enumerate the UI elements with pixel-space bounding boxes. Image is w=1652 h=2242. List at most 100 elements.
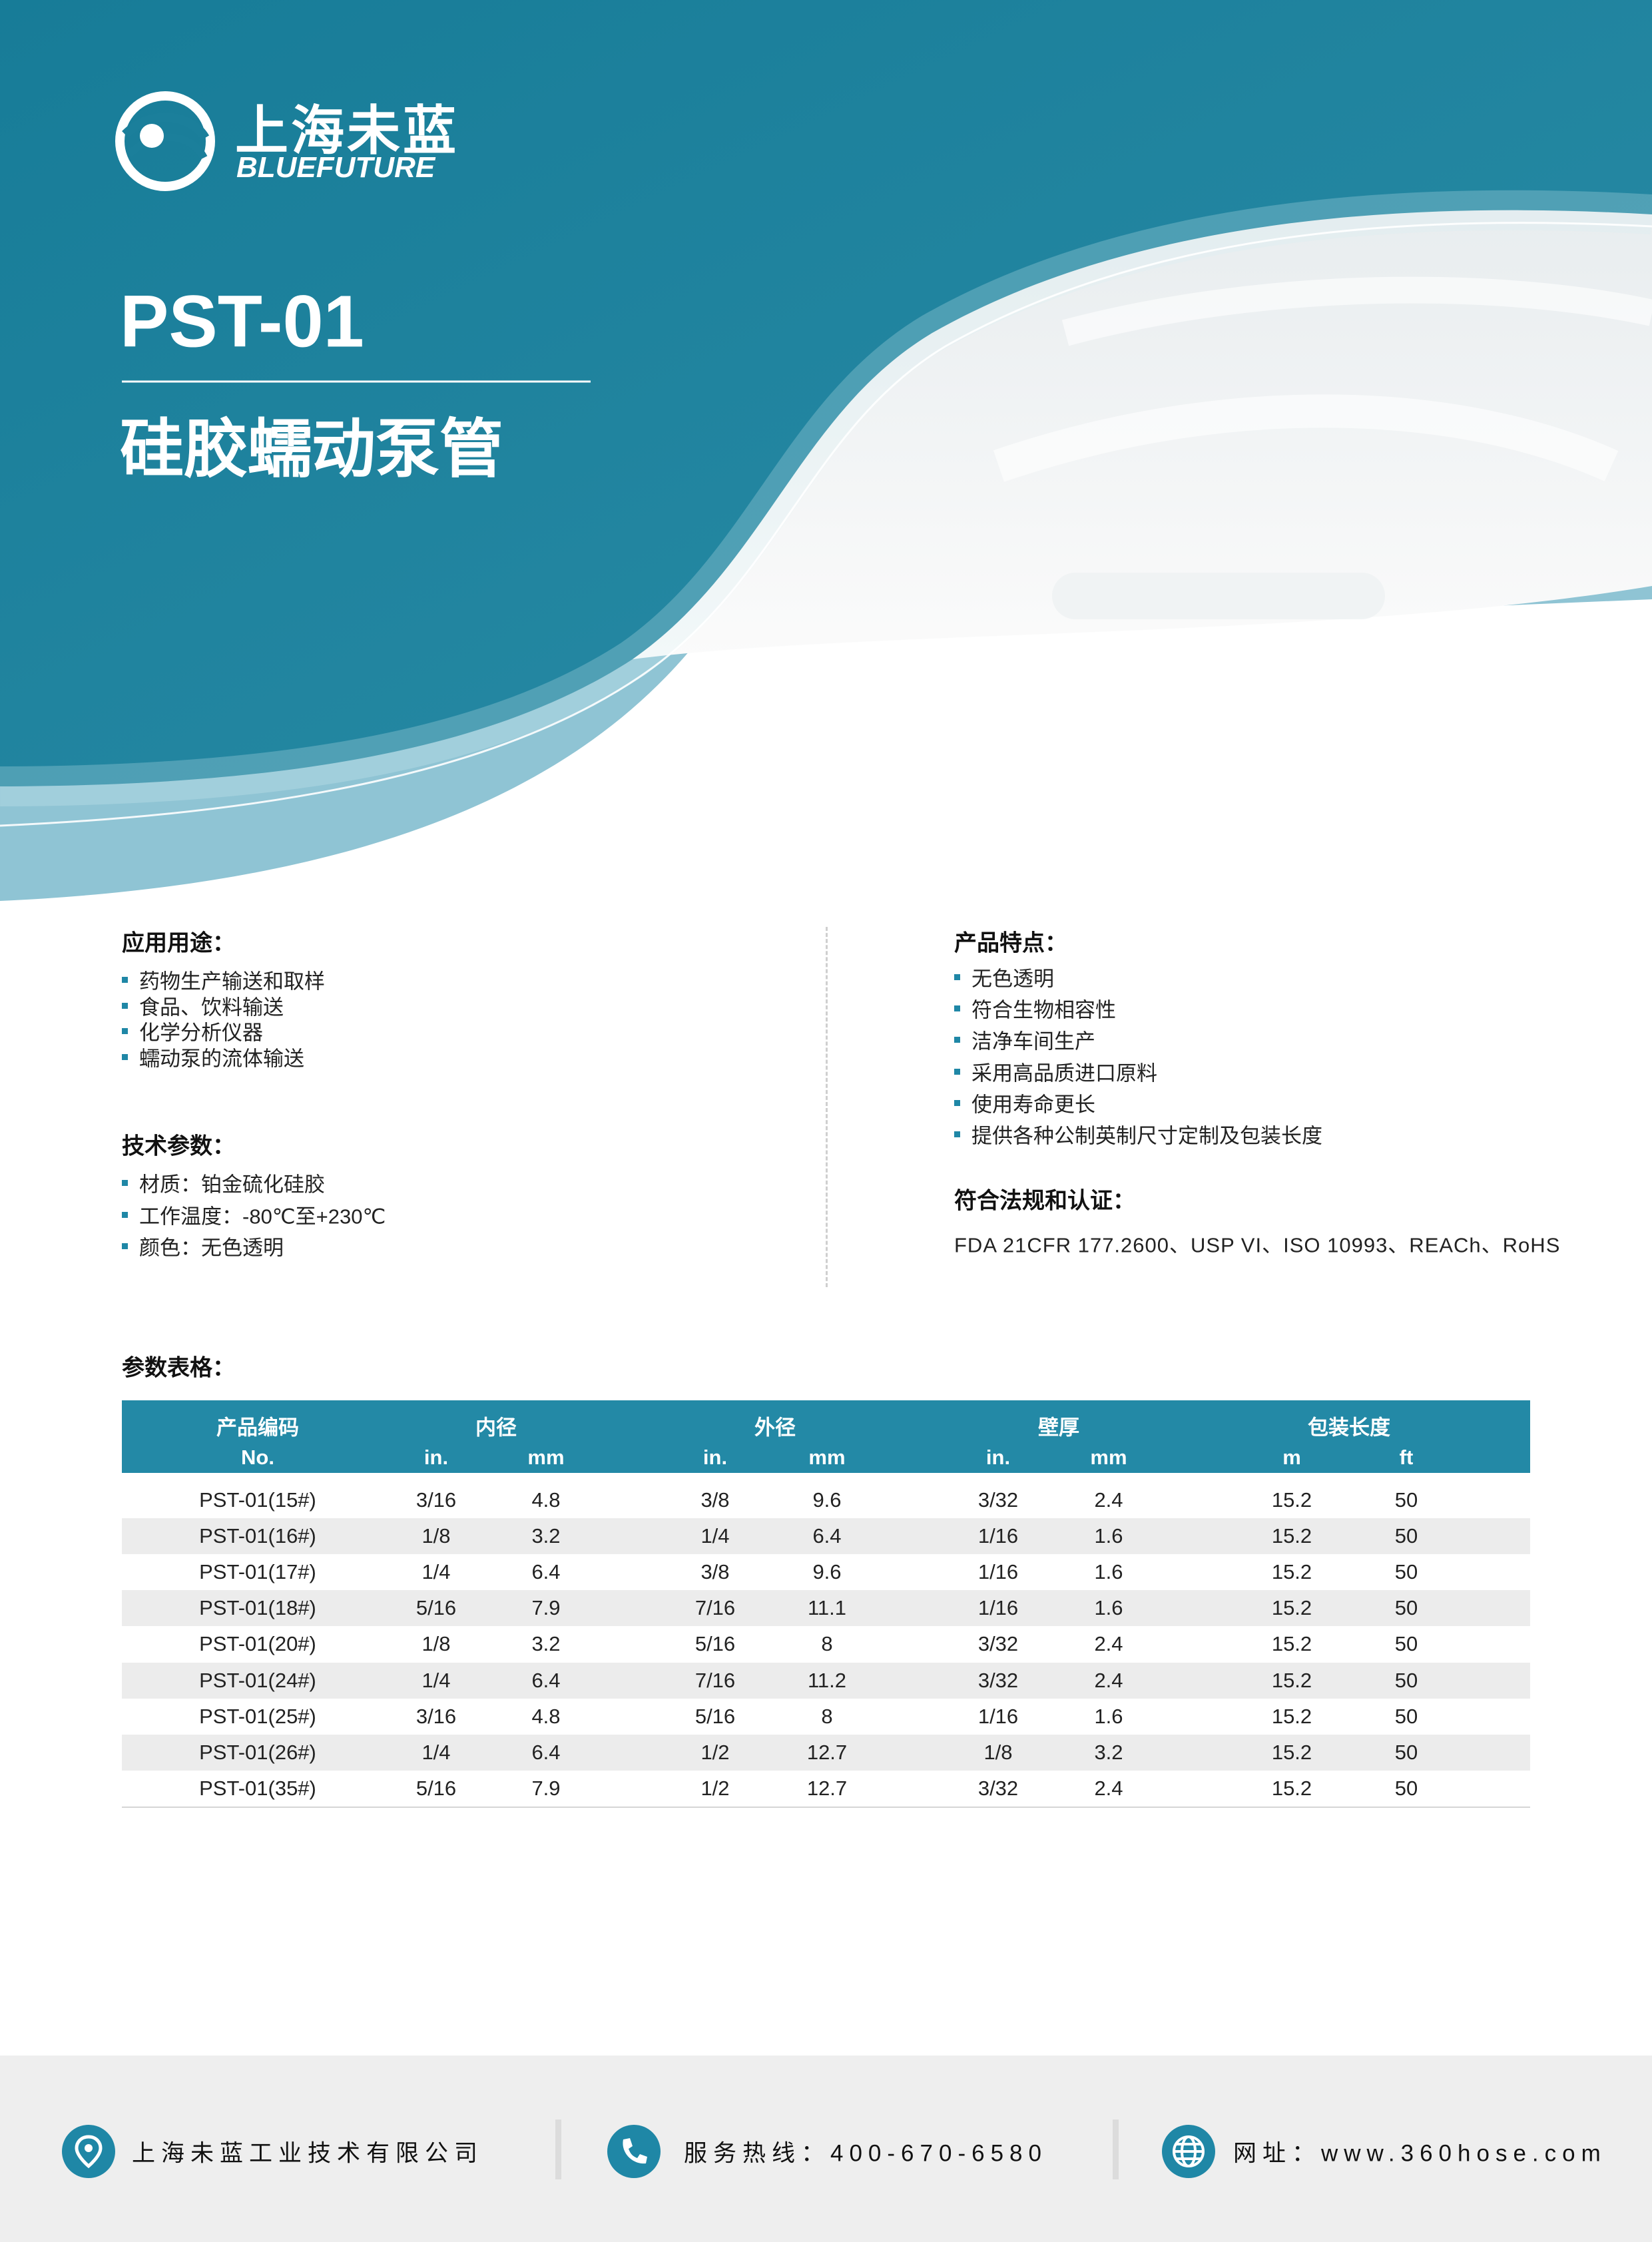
location-icon xyxy=(62,2125,115,2178)
list-item: 颜色：无色透明 xyxy=(139,1236,284,1260)
table-cell: 1/16 xyxy=(977,1560,1019,1584)
table-subheader: in. xyxy=(423,1446,449,1469)
table-cell: 3/16 xyxy=(415,1704,457,1728)
phone-icon xyxy=(607,2125,661,2178)
table-cell: 3/32 xyxy=(977,1488,1019,1512)
list-item: 洁净车间生产 xyxy=(971,1029,1095,1053)
list-item: 材质：铂金硫化硅胶 xyxy=(139,1173,325,1197)
bullet xyxy=(122,1002,128,1009)
table-group-header: 外径 xyxy=(754,1416,796,1440)
title: PST-01 xyxy=(120,280,364,363)
table-cell: 1/4 xyxy=(421,1560,451,1584)
list-item: 工作温度：-80℃至+230℃ xyxy=(139,1205,386,1228)
table-cell: 3.2 xyxy=(531,1524,561,1548)
table-subheader: No. xyxy=(241,1446,274,1469)
table-row-stripe xyxy=(122,1518,1530,1555)
table-header xyxy=(122,1400,1530,1473)
web-icon xyxy=(1162,2125,1215,2178)
table-cell: 1/16 xyxy=(977,1704,1019,1728)
table-cell: 15.2 xyxy=(1271,1668,1312,1692)
table-cell: 15.2 xyxy=(1271,1740,1312,1764)
table-cell: 50 xyxy=(1394,1704,1418,1728)
bullet xyxy=(122,1180,128,1186)
table-cell: 1/8 xyxy=(983,1740,1013,1764)
table-cell: PST-01(20#) xyxy=(199,1632,316,1656)
list-item: 符合生物相容性 xyxy=(971,998,1116,1022)
list-item: 使用寿命更长 xyxy=(971,1093,1095,1117)
footer-separator xyxy=(1113,2119,1119,2179)
table-row-stripe xyxy=(122,1590,1530,1627)
table-cell: 1.6 xyxy=(1094,1596,1123,1620)
table-cell: 15.2 xyxy=(1271,1488,1312,1512)
table-cell: 15.2 xyxy=(1271,1596,1312,1620)
table-cell: 7/16 xyxy=(694,1596,736,1620)
bullet xyxy=(122,1028,128,1035)
table-cell: 1/8 xyxy=(421,1524,451,1548)
footer-hotline: 服务热线：400-670-6580 xyxy=(684,2140,1047,2167)
table-subheader: ft xyxy=(1399,1446,1414,1469)
table-group-header: 包装长度 xyxy=(1308,1416,1390,1440)
table-cell: 3/8 xyxy=(700,1560,730,1584)
list-item: 化学分析仪器 xyxy=(139,1021,263,1045)
table-cell: PST-01(24#) xyxy=(199,1668,316,1692)
table-cell: PST-01(18#) xyxy=(199,1596,316,1620)
table-cell: 6.4 xyxy=(531,1740,561,1764)
table-row-stripe xyxy=(122,1662,1530,1699)
table-cell: 7.9 xyxy=(531,1596,561,1620)
table-cell: 8 xyxy=(821,1632,833,1656)
table-cell: 7/16 xyxy=(694,1668,736,1692)
bullet xyxy=(122,1211,128,1218)
bullet xyxy=(954,1068,960,1075)
table-cell: 8 xyxy=(821,1704,833,1728)
table-cell: 2.4 xyxy=(1094,1488,1123,1512)
table-cell: 15.2 xyxy=(1271,1704,1312,1728)
table-cell: 1.6 xyxy=(1094,1704,1123,1728)
table-cell: 3/32 xyxy=(977,1632,1019,1656)
table-cell: 1/2 xyxy=(700,1776,730,1800)
footer-company: 上海未蓝工业技术有限公司 xyxy=(132,2140,484,2167)
table-cell: 6.4 xyxy=(812,1524,842,1548)
table-subheader: m xyxy=(1282,1446,1301,1469)
header-background xyxy=(0,0,1652,901)
table-cell: 50 xyxy=(1394,1668,1418,1692)
table-cell: 5/16 xyxy=(694,1632,736,1656)
table-group-header: 产品编码 xyxy=(216,1416,299,1440)
table-cell: 1/16 xyxy=(977,1596,1019,1620)
table-cell: 6.4 xyxy=(531,1560,561,1584)
list-item: 药物生产输送和取样 xyxy=(139,970,325,993)
section-heading: 应用用途： xyxy=(122,930,235,956)
table-cell: 3/16 xyxy=(415,1488,457,1512)
table-row-stripe xyxy=(122,1734,1530,1771)
column-divider xyxy=(826,927,828,1287)
table-cell: 9.6 xyxy=(812,1488,842,1512)
footer-separator xyxy=(555,2119,561,2179)
table-bottom-rule xyxy=(122,1807,1530,1808)
table-cell: 1/4 xyxy=(421,1668,451,1692)
footer-website: 网址：www.360hose.com xyxy=(1233,2140,1607,2167)
table-cell: 7.9 xyxy=(531,1776,561,1800)
table-cell: 1.6 xyxy=(1094,1560,1123,1584)
table-cell: PST-01(15#) xyxy=(199,1488,316,1512)
table-cell: 1/8 xyxy=(421,1632,451,1656)
list-item: 食品、饮料输送 xyxy=(139,995,284,1019)
table-cell: 2.4 xyxy=(1094,1668,1123,1692)
table-cell: 3.2 xyxy=(1094,1740,1123,1764)
subtitle: 硅胶蠕动泵管 xyxy=(120,414,503,485)
table-subheader: mm xyxy=(527,1446,565,1469)
table-cell: 11.2 xyxy=(807,1668,847,1692)
table-cell: 50 xyxy=(1394,1596,1418,1620)
table-cell: 12.7 xyxy=(806,1776,848,1800)
table-cell: 50 xyxy=(1394,1740,1418,1764)
table-cell: 15.2 xyxy=(1271,1776,1312,1800)
bullet xyxy=(954,1099,960,1106)
table-cell: 4.8 xyxy=(531,1704,561,1728)
table-cell: 50 xyxy=(1394,1632,1418,1656)
list-item: 无色透明 xyxy=(971,967,1054,991)
table-cell: PST-01(26#) xyxy=(199,1740,316,1764)
table-cell: 1.6 xyxy=(1094,1524,1123,1548)
table-cell: 15.2 xyxy=(1271,1632,1312,1656)
list-item: 采用高品质进口原料 xyxy=(971,1061,1157,1085)
section-heading: 技术参数： xyxy=(122,1133,235,1159)
table-cell: 5/16 xyxy=(415,1596,457,1620)
list-item: 蠕动泵的流体输送 xyxy=(139,1047,304,1071)
